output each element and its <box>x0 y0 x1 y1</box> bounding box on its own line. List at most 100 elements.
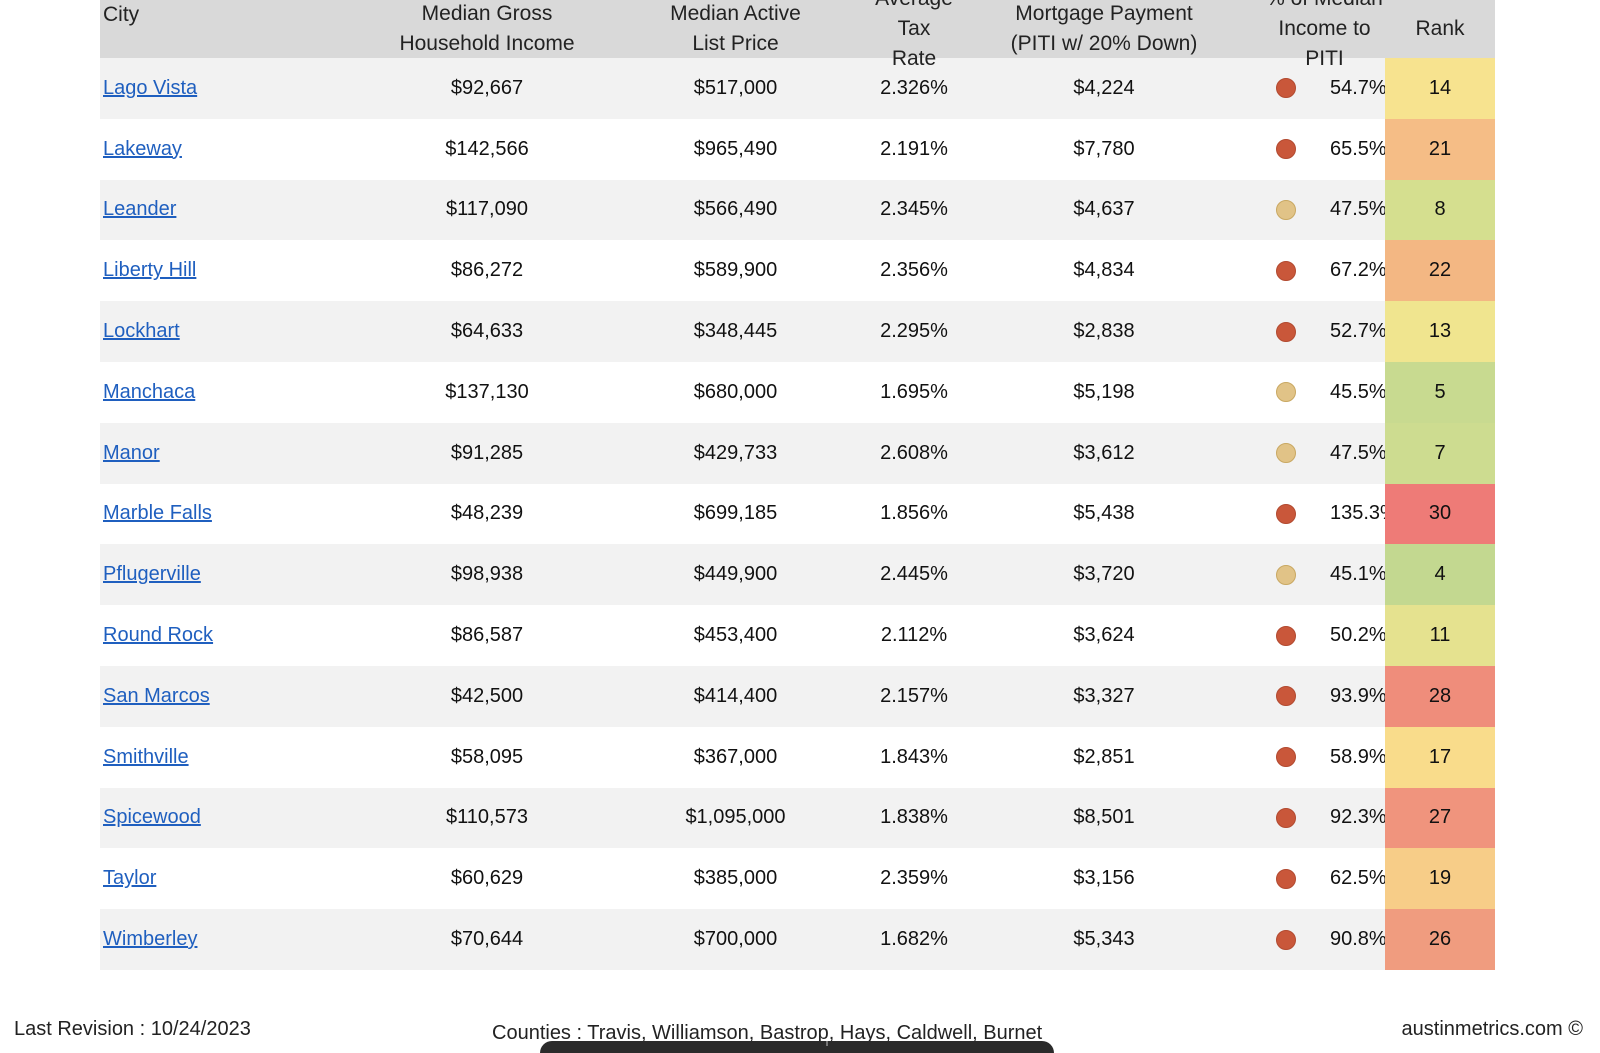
indicator-dot-icon <box>1276 443 1296 464</box>
income-cell: $64,633 <box>450 320 524 343</box>
table-body: Lago Vista $92,667 $517,000 2.326% $4,224 54.… <box>100 58 1495 970</box>
city-link[interactable]: Taylor <box>103 867 157 890</box>
table-row: Spicewood $110,573 $1,095,000 1.838% $8,501 9… <box>100 787 1495 849</box>
city-link[interactable]: Lockhart <box>103 320 180 343</box>
city-link[interactable]: Liberty Hill <box>103 259 197 282</box>
city-link[interactable]: Leander <box>103 198 177 221</box>
city-cell: Liberty Hill <box>100 240 387 301</box>
percent-cell: 47.5% <box>1264 180 1387 241</box>
list-price-cell: $385,000 <box>693 867 778 890</box>
income-cell: $98,938 <box>450 563 524 586</box>
indicator-dot-icon <box>1276 929 1296 950</box>
header-tax-rate: Average Tax Rate <box>875 0 953 70</box>
table-row: Lago Vista $92,667 $517,000 2.326% $4,224 54.… <box>100 58 1495 119</box>
rank-cell: 27 <box>1385 787 1495 849</box>
income-cell: $60,629 <box>450 867 524 890</box>
rank-cell: 17 <box>1385 726 1495 788</box>
rank-cell: 8 <box>1385 179 1495 241</box>
indicator-dot-icon <box>1276 686 1296 707</box>
indicator-dot-icon <box>1276 199 1296 220</box>
list-price-cell: $700,000 <box>693 928 778 951</box>
table-row: Manor $91,285 $429,733 2.608% $3,612 47.5% 7 <box>100 422 1495 484</box>
rank-cell: 28 <box>1385 665 1495 727</box>
overlay-tab <box>540 1041 1054 1053</box>
tax-rate-cell: 2.191% <box>880 137 948 160</box>
tax-rate-cell: 2.356% <box>880 259 948 282</box>
city-cell: Marble Falls <box>100 484 387 545</box>
income-cell: $86,272 <box>450 259 524 282</box>
list-price-cell: $348,445 <box>693 320 778 343</box>
mortgage-cell: $3,156 <box>1073 867 1135 890</box>
percent-cell: 52.7% <box>1264 301 1387 362</box>
city-cell: Lakeway <box>100 119 387 180</box>
percent-cell: 65.5% <box>1264 119 1387 180</box>
tax-rate-cell: 1.682% <box>880 928 948 951</box>
tax-rate-cell: 2.326% <box>880 76 948 99</box>
income-cell: $142,566 <box>445 137 529 160</box>
city-link[interactable]: Wimberley <box>103 928 198 951</box>
city-link[interactable]: San Marcos <box>103 684 210 707</box>
rank-cell: 21 <box>1385 118 1495 180</box>
tax-rate-cell: 1.856% <box>880 502 948 525</box>
city-link[interactable]: Round Rock <box>103 624 214 647</box>
rank-cell: 22 <box>1385 240 1495 302</box>
city-link[interactable]: Pflugerville <box>103 563 201 586</box>
city-cell: Manchaca <box>100 362 387 423</box>
tax-rate-cell: 2.295% <box>880 320 948 343</box>
percent-cell: 47.5% <box>1264 423 1387 484</box>
indicator-dot-icon <box>1276 260 1296 281</box>
city-cell: Pflugerville <box>100 544 387 605</box>
table-row: Leander $117,090 $566,490 2.345% $4,637 47.5%… <box>100 179 1495 241</box>
counties-note: Counties : Travis, Williamson, Bastrop, … <box>492 1022 1043 1044</box>
percent-cell: 62.5% <box>1264 848 1387 909</box>
table-row: Smithville $58,095 $367,000 1.843% $2,851 58.… <box>100 726 1495 788</box>
indicator-dot-icon <box>1276 625 1296 646</box>
percent-value: 50.2% <box>1330 624 1387 647</box>
indicator-dot-icon <box>1276 503 1296 524</box>
percent-cell: 50.2% <box>1264 605 1387 666</box>
mortgage-cell: $3,327 <box>1073 684 1135 707</box>
indicator-dot-icon <box>1276 139 1296 160</box>
income-cell: $58,095 <box>450 745 524 768</box>
percent-value: 90.8% <box>1330 928 1387 951</box>
percent-value: 54.7% <box>1330 76 1387 99</box>
table-row: Liberty Hill $86,272 $589,900 2.356% $4,834 6… <box>100 240 1495 302</box>
mortgage-cell: $8,501 <box>1073 806 1135 829</box>
rank-cell: 19 <box>1385 848 1495 910</box>
percent-cell: 45.5% <box>1264 362 1387 423</box>
city-link[interactable]: Spicewood <box>103 806 201 829</box>
city-link[interactable]: Lago Vista <box>103 76 198 99</box>
tax-rate-cell: 2.112% <box>880 624 948 647</box>
mortgage-cell: $3,720 <box>1073 563 1135 586</box>
tax-rate-cell: 2.445% <box>880 563 948 586</box>
tax-rate-cell: 2.608% <box>880 441 948 464</box>
percent-value: 47.5% <box>1330 198 1387 221</box>
city-link[interactable]: Marble Falls <box>103 502 212 525</box>
city-cell: Taylor <box>100 848 387 909</box>
mortgage-cell: $3,612 <box>1073 441 1135 464</box>
list-price-cell: $453,400 <box>693 624 778 647</box>
mortgage-cell: $7,780 <box>1073 137 1135 160</box>
city-link[interactable]: Lakeway <box>103 137 182 160</box>
list-price-cell: $965,490 <box>693 137 778 160</box>
city-cell: Manor <box>100 423 387 484</box>
percent-value: 52.7% <box>1330 320 1387 343</box>
indicator-dot-icon <box>1276 382 1296 403</box>
percent-cell: 58.9% <box>1264 727 1387 788</box>
percent-value: 62.5% <box>1330 867 1387 890</box>
tax-rate-cell: 2.359% <box>880 867 948 890</box>
rank-cell: 26 <box>1385 909 1495 970</box>
city-link[interactable]: Smithville <box>103 745 189 768</box>
income-cell: $70,644 <box>450 928 524 951</box>
city-cell: Smithville <box>100 727 387 788</box>
mortgage-cell: $4,224 <box>1073 76 1135 99</box>
list-price-cell: $680,000 <box>693 380 778 403</box>
city-link[interactable]: Manor <box>103 441 160 464</box>
rank-cell: 7 <box>1385 422 1495 484</box>
percent-value: 45.1% <box>1330 563 1387 586</box>
rank-cell: 5 <box>1385 361 1495 423</box>
city-link[interactable]: Manchaca <box>103 380 196 403</box>
table-row: San Marcos $42,500 $414,400 2.157% $3,327 93.… <box>100 665 1495 727</box>
city-cell: Round Rock <box>100 605 387 666</box>
income-cell: $48,239 <box>450 502 524 525</box>
